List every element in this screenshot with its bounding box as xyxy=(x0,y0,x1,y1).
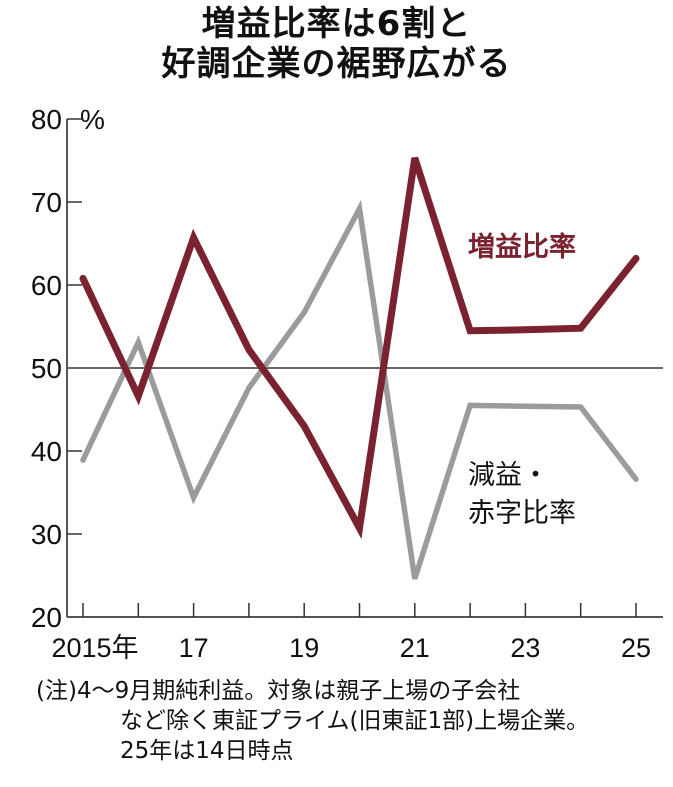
x-tick-label: 17 xyxy=(179,633,209,663)
y-unit-label: % xyxy=(80,104,105,135)
series-lines xyxy=(79,156,640,580)
axes: 20 30 40 50 60 70 80 % 2015年 17 19 21 23 25 xyxy=(31,104,663,663)
series-label-profit-increase: 増益比率 xyxy=(468,231,576,263)
chart-title: 増益比率は6割と 好調企業の裾野広がる xyxy=(0,4,673,84)
footnote: (注)4～9月期純利益。対象は親子上場の子会社 など除く東証プライム(旧東証1部… xyxy=(36,676,589,766)
x-tick-label: 23 xyxy=(510,633,540,663)
x-tick-label: 2015年 xyxy=(51,633,138,663)
y-tick-label: 70 xyxy=(31,187,62,218)
footnote-line-2: など除く東証プライム(旧東証1部)上場企業。 xyxy=(120,708,590,734)
x-tick-label: 25 xyxy=(621,633,651,663)
series-label-profit-decrease-line-1: 減益・ xyxy=(468,460,549,491)
x-tick-label: 21 xyxy=(400,633,430,663)
series-line-profit-decrease xyxy=(80,199,639,580)
series-label-profit-decrease-line-2: 赤字比率 xyxy=(468,498,576,529)
y-tick-label: 40 xyxy=(31,436,62,467)
footnote-line-3: 25年は14日時点 xyxy=(120,738,294,764)
chart-title-line-2: 好調企業の裾野広がる xyxy=(161,44,512,84)
series-line-profit-increase xyxy=(79,156,640,540)
y-tick-label: 30 xyxy=(31,519,62,550)
y-tick-label: 60 xyxy=(31,270,62,301)
y-tick-label: 50 xyxy=(31,353,62,384)
chart-title-line-1: 増益比率は6割と xyxy=(201,4,472,44)
y-tick-label: 80 xyxy=(31,104,62,135)
y-tick-label: 20 xyxy=(31,602,62,633)
footnote-line-1: (注)4～9月期純利益。対象は親子上場の子会社 xyxy=(36,678,521,704)
x-tick-label: 19 xyxy=(289,633,319,663)
